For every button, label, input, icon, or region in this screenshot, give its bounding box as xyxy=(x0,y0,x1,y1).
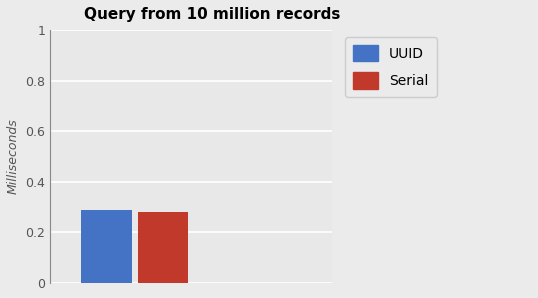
Bar xyxy=(81,210,132,283)
Text: Query from 10 million records: Query from 10 million records xyxy=(84,7,341,22)
Bar xyxy=(138,212,188,283)
Legend: UUID, Serial: UUID, Serial xyxy=(345,37,437,97)
Y-axis label: Milliseconds: Milliseconds xyxy=(7,119,20,194)
